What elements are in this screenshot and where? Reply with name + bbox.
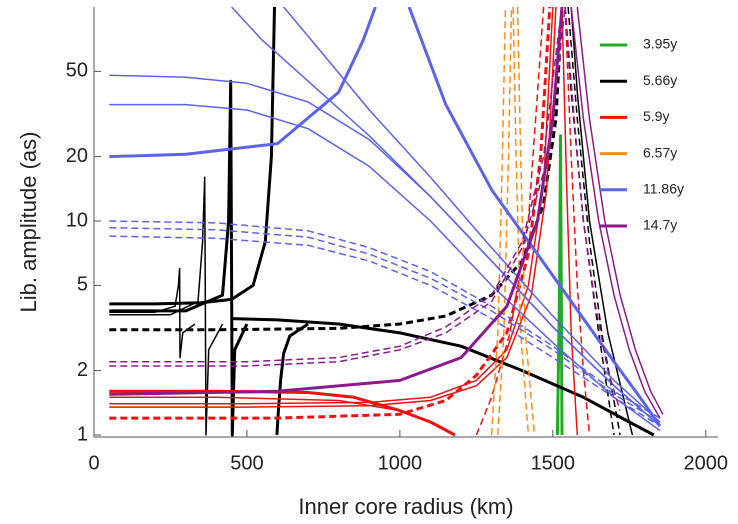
legend-label: 3.95y — [643, 36, 677, 52]
curve — [564, 7, 621, 411]
x-tick-label: 500 — [230, 452, 263, 474]
curve — [570, 7, 661, 419]
y-tick-label: 5 — [77, 274, 88, 296]
y-axis-label: Lib. amplitude (as) — [16, 132, 41, 313]
x-axis-label: Inner core radius (km) — [298, 494, 513, 519]
curve — [109, 7, 564, 332]
curve — [231, 7, 661, 427]
y-tick-label: 20 — [66, 145, 88, 167]
curve — [109, 176, 224, 436]
curve — [109, 7, 552, 420]
curve — [109, 7, 377, 159]
x-tick-label: 1500 — [531, 452, 576, 474]
curve — [109, 79, 249, 437]
curve — [231, 317, 655, 437]
curve — [109, 7, 564, 396]
curve — [561, 7, 579, 436]
x-tick-label: 0 — [88, 452, 99, 474]
curve — [475, 7, 545, 436]
legend-label: 14.7y — [643, 217, 677, 233]
curve — [407, 7, 662, 427]
legend-label: 5.9y — [643, 108, 669, 124]
curve — [109, 220, 661, 419]
legend-label: 11.86y — [643, 181, 684, 197]
plot-area — [109, 7, 664, 437]
legend-label: 5.66y — [643, 72, 677, 88]
curve — [497, 7, 513, 436]
curve — [564, 7, 591, 436]
curve — [567, 7, 621, 436]
curve — [516, 7, 536, 436]
curve — [570, 7, 634, 436]
y-tick-label: 50 — [66, 60, 88, 82]
curve — [109, 7, 557, 408]
curve — [275, 322, 309, 436]
x-tick-label: 1000 — [378, 452, 423, 474]
curve — [109, 103, 661, 432]
curve — [109, 7, 276, 306]
curve — [109, 7, 554, 405]
curve — [490, 7, 507, 436]
curve — [109, 235, 661, 427]
curve — [109, 267, 196, 359]
legend-label: 6.57y — [643, 144, 677, 160]
curve — [109, 226, 661, 423]
curve — [512, 7, 530, 436]
y-tick-label: 1 — [77, 423, 88, 445]
y-tick-label: 2 — [77, 359, 88, 381]
y-tick-label: 10 — [66, 209, 88, 231]
curve — [283, 7, 661, 423]
x-tick-label: 2000 — [684, 452, 729, 474]
curve — [576, 7, 664, 415]
curve — [109, 7, 563, 363]
